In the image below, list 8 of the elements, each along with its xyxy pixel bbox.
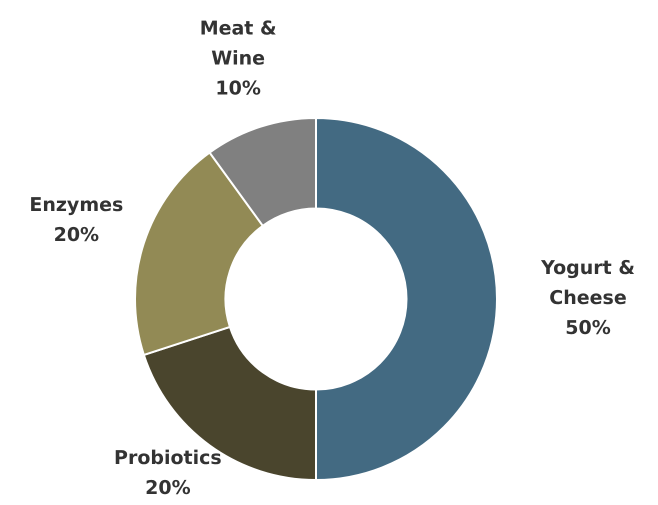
data-label: 20%: [145, 476, 191, 499]
slice-label: Yogurt & Cheese: [540, 256, 635, 309]
data-label: 10%: [215, 77, 261, 100]
data-label: 50%: [565, 316, 611, 339]
slice-label: Meat & Wine: [200, 17, 277, 70]
slice-label: Enzymes: [29, 194, 124, 216]
slice-label: Probiotics: [114, 446, 222, 469]
data-label: 20%: [54, 224, 100, 246]
